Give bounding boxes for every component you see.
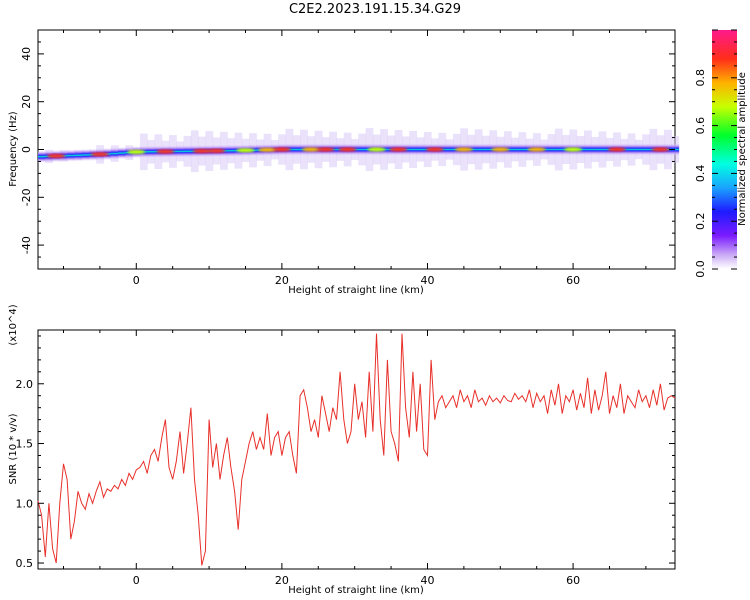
- colorbar-tick-label: 0.0: [694, 260, 707, 278]
- snr-xlabel: Height of straight line (km): [288, 585, 424, 596]
- ridge-hotspot: [302, 147, 320, 152]
- spectrogram-panel: 0 20 40 60 -40 -20 0 20 40 Height of straight l…: [8, 29, 680, 296]
- ridge-hotspot: [527, 147, 546, 152]
- ridge-hotspot: [338, 147, 357, 152]
- y-tick-label: 40: [20, 47, 33, 61]
- x-tick-label: 60: [566, 274, 580, 287]
- ridge-segment: [292, 143, 301, 156]
- colorbar-tick-label: 0.2: [694, 212, 707, 230]
- ridge-segment: [176, 145, 185, 158]
- ridge-hotspot: [316, 147, 335, 152]
- ridge-hotspot: [272, 147, 291, 152]
- x-tick-label: 40: [420, 574, 434, 587]
- ridge-segment: [584, 143, 592, 156]
- ridge-hotspot: [367, 147, 386, 152]
- ridge-hotspot: [389, 147, 408, 152]
- ridge-segment: [634, 143, 643, 156]
- ridge-segment: [511, 143, 519, 156]
- ridge-hotspot: [127, 149, 146, 155]
- y-tick-label: 1.0: [16, 497, 34, 510]
- y-tick-label: 1.5: [16, 438, 34, 451]
- spectrogram-xlabel: Height of straight line (km): [288, 285, 424, 296]
- snr-series-line: [37, 333, 676, 566]
- ridge-segment: [591, 143, 600, 156]
- snr-multiplier: (x10^4): [8, 304, 19, 345]
- ridge-segment: [409, 143, 418, 156]
- snr-panel: 0 20 40 60 0.5 1.0 1.5 2.0 Height of straight …: [8, 304, 676, 596]
- snr-frame: [37, 329, 676, 570]
- ridge-hotspot: [454, 147, 473, 152]
- spectrogram-ylabel: Frequency (Hz): [8, 111, 19, 187]
- colorbar-tick-label: 0.8: [694, 69, 707, 87]
- spectrogram-y-ticks: -40 -20 0 20 40: [20, 29, 675, 270]
- ridge-segment: [38, 150, 46, 163]
- ridge-segment: [627, 143, 636, 156]
- y-tick-label: 0: [20, 146, 33, 153]
- x-tick-label: 0: [133, 274, 140, 287]
- ridge-segment: [147, 145, 155, 158]
- ridge-hotspot: [236, 148, 255, 153]
- ridge-segment: [227, 144, 236, 157]
- ridge-segment: [67, 149, 75, 162]
- ridge-segment: [642, 143, 651, 156]
- ridge-segment: [183, 145, 192, 158]
- ridge-segment: [482, 143, 490, 156]
- ridge-hotspot: [192, 148, 211, 154]
- colorbar-label: Normalized spectral amplitude: [737, 72, 748, 226]
- y-tick-label: 2.0: [16, 378, 34, 391]
- colorbar: 0.0 0.2 0.4 0.6 0.8 Normalized spectral ampl…: [694, 29, 748, 278]
- y-tick-label: -40: [20, 236, 33, 254]
- snr-ylabel: SNR (10 * v/v): [8, 413, 19, 484]
- x-tick-label: 20: [275, 574, 289, 587]
- ridge-segment: [118, 146, 126, 160]
- colorbar-gradient: [712, 30, 737, 269]
- ridge-segment: [554, 143, 563, 156]
- ridge-hotspot: [425, 147, 444, 152]
- ridge-segment: [445, 143, 454, 156]
- ridge-segment: [358, 143, 367, 156]
- y-tick-label: -20: [20, 188, 33, 206]
- ridge-segment: [81, 148, 90, 162]
- y-tick-label: 0.5: [16, 557, 34, 570]
- colorbar-tick-label: 0.6: [694, 117, 707, 135]
- ridge-hotspot: [258, 147, 277, 153]
- spectrogram-x-ticks: 0 20 40 60: [62, 30, 647, 287]
- ridge-hotspot: [651, 147, 670, 152]
- ridge-segment: [518, 143, 527, 156]
- ridge-hotspot: [207, 148, 226, 154]
- colorbar-ticks: 0.0 0.2 0.4 0.6 0.8: [694, 29, 737, 278]
- ridge-segment: [671, 143, 680, 156]
- x-tick-label: 40: [420, 274, 434, 287]
- ridge-hotspot: [491, 147, 510, 152]
- ridge-segment: [74, 149, 83, 162]
- snr-y-ticks: 0.5 1.0 1.5 2.0: [16, 335, 675, 570]
- ridge-hotspot: [156, 149, 175, 154]
- ridge-hotspot: [564, 147, 583, 152]
- x-tick-label: 0: [133, 574, 140, 587]
- ridge-hotspot: [607, 147, 626, 152]
- ridge-segment: [416, 143, 425, 156]
- ridge-segment: [598, 143, 607, 156]
- x-tick-label: 60: [566, 574, 580, 587]
- y-tick-label: 20: [20, 95, 33, 109]
- ridge-hotspot: [90, 152, 109, 157]
- ridge-hotspot: [47, 153, 66, 159]
- colorbar-tick-label: 0.4: [694, 165, 707, 183]
- chart-title: C2E2.2023.191.15.34.G29: [288, 2, 462, 17]
- ridge-segment: [547, 143, 556, 156]
- x-tick-label: 20: [275, 274, 289, 287]
- ridge-segment: [474, 143, 483, 156]
- ridge-segment: [110, 147, 119, 160]
- snr-x-ticks: 0 20 40 60: [62, 330, 647, 587]
- spectral-ridge: [38, 128, 680, 173]
